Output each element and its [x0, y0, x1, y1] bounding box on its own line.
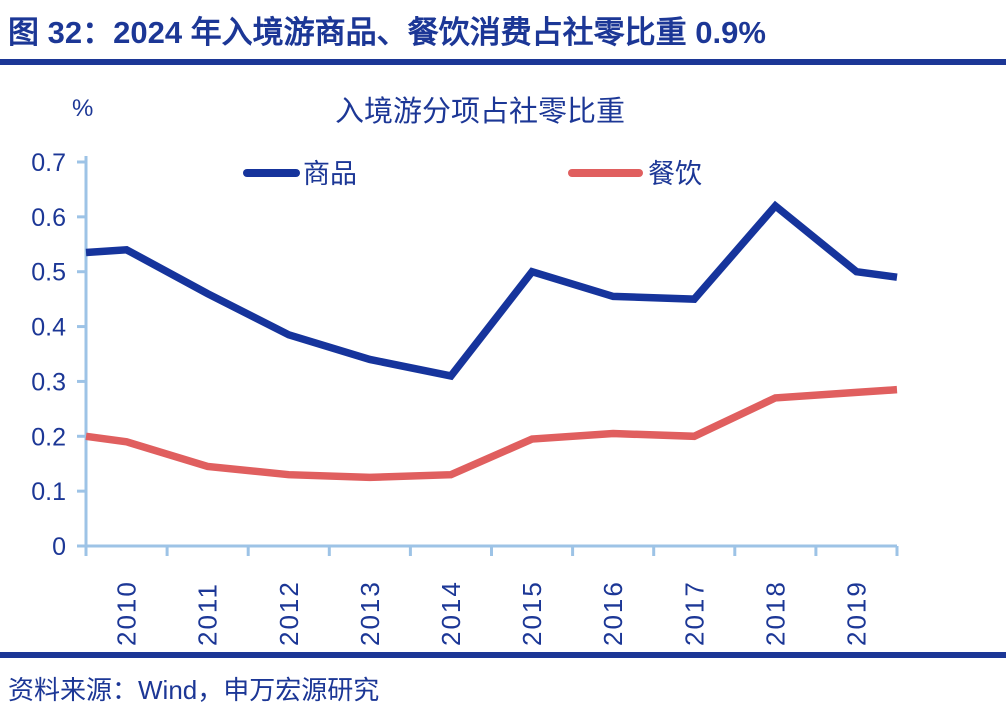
- series-line-dining: [85, 385, 898, 482]
- x-tick-label: 2015: [517, 580, 547, 646]
- legend: 商品 餐饮: [0, 150, 1006, 190]
- y-tick-label: 0.1: [31, 478, 66, 506]
- y-tick-label: 0.3: [31, 368, 66, 396]
- title-underline: [0, 59, 1006, 65]
- legend-label-dining: 餐饮: [648, 159, 702, 189]
- x-tick-label: 2010: [112, 580, 142, 646]
- x-tick-label: 2017: [679, 580, 709, 646]
- source-text: 资料来源：Wind，申万宏源研究: [8, 675, 380, 705]
- y-tick-label: 0: [52, 533, 66, 561]
- x-tick-label: 2012: [274, 580, 304, 646]
- footer-rule: [0, 652, 1006, 658]
- x-tick-label: 2011: [193, 582, 223, 646]
- x-tick-label: 2018: [760, 580, 790, 646]
- x-tick-label: 2014: [436, 580, 466, 646]
- y-tick-label: 0.4: [31, 314, 66, 342]
- chart-title: 入境游分项占社零比重: [334, 96, 625, 128]
- legend-label-goods: 商品: [303, 159, 357, 189]
- x-tick-label: 2019: [841, 580, 871, 646]
- dining-line-swatch: [568, 169, 643, 177]
- y-tick-label: 0.5: [31, 259, 66, 287]
- y-tick-label: 0.6: [31, 204, 66, 232]
- y-tick-label: 0.2: [31, 423, 66, 451]
- x-tick-label: 2016: [598, 580, 628, 646]
- y-tick-label: 0.7: [31, 149, 66, 177]
- goods-line-swatch: [243, 169, 300, 177]
- series-line-goods: [85, 200, 898, 381]
- x-tick-label: 2013: [355, 580, 385, 646]
- y-axis-unit-label: %: [72, 95, 94, 122]
- figure-title: 图 32：2024 年入境游商品、餐饮消费占社零比重 0.9%: [8, 15, 766, 50]
